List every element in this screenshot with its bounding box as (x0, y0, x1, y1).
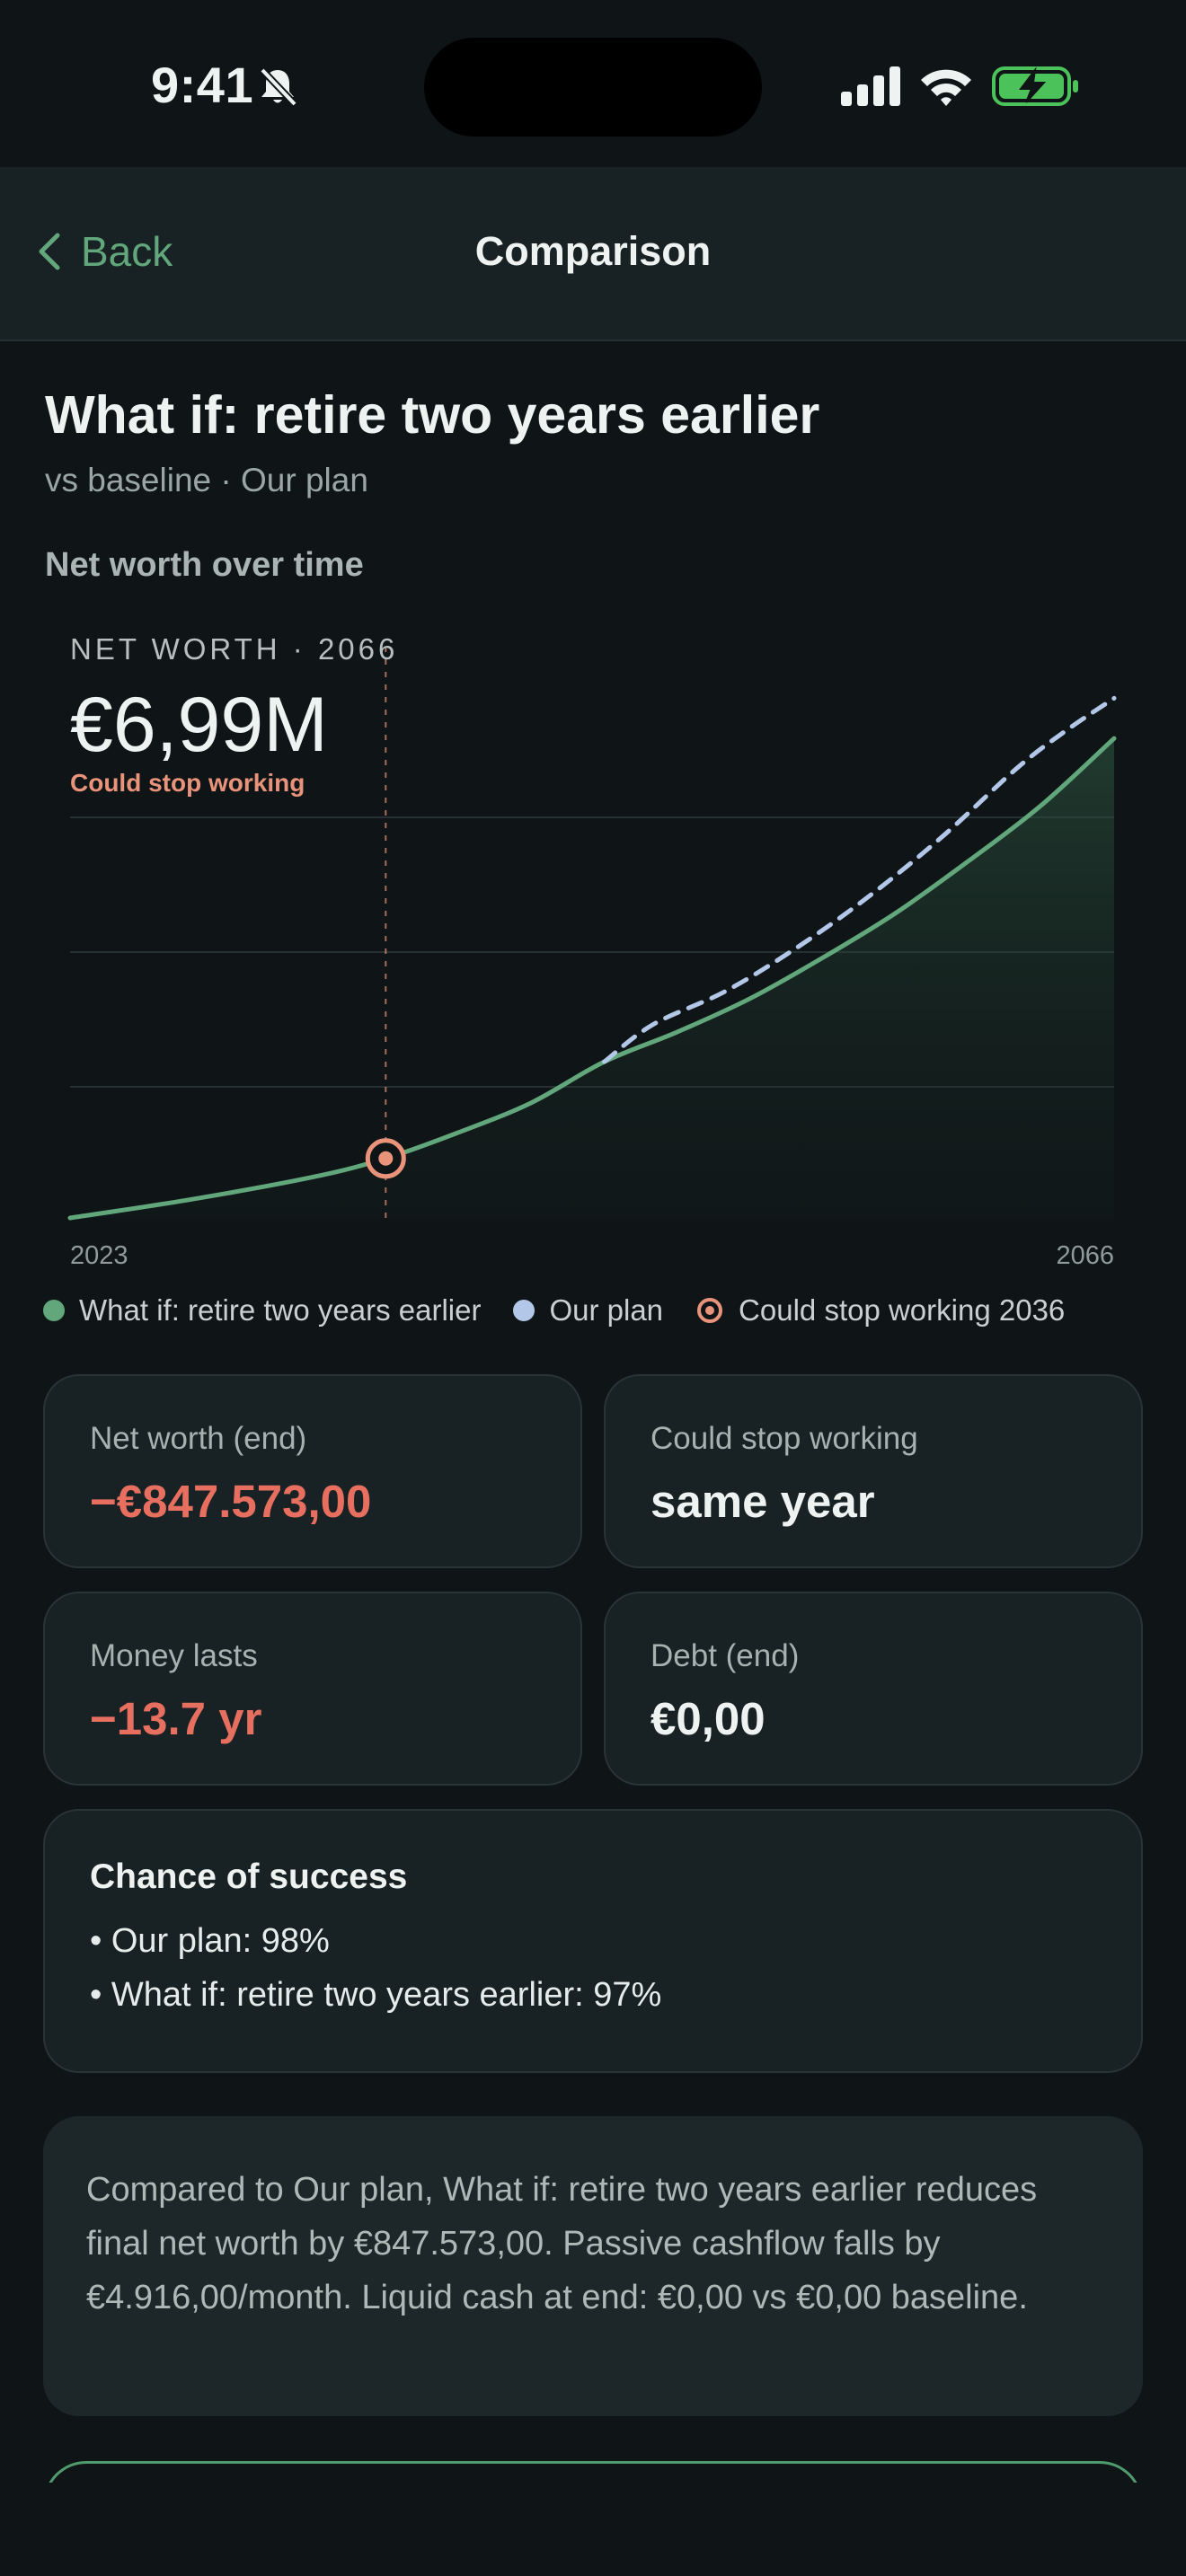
legend-label: Could stop working 2036 (739, 1293, 1066, 1327)
battery-charging-icon (992, 66, 1078, 106)
chart-legend: What if: retire two years earlier Our pl… (43, 1293, 1097, 1328)
card-label: Money lasts (90, 1638, 258, 1673)
chart-header-label: NET WORTH · 2066 (70, 632, 399, 666)
legend-item-our-plan: Our plan (513, 1293, 663, 1328)
back-button[interactable]: Back (36, 223, 173, 280)
net-worth-end-card: Net worth (end) −€847.573,00 (43, 1374, 582, 1568)
legend-dot (513, 1300, 535, 1321)
cellular-signal-icon (841, 66, 900, 106)
comparison-summary: Compared to Our plan, What if: retire tw… (43, 2116, 1143, 2416)
x-tick-label: 2066 (1056, 1241, 1114, 1270)
legend-dot (43, 1300, 65, 1321)
target-ring-icon (697, 1298, 723, 1323)
legend-label: Our plan (549, 1293, 664, 1327)
wifi-icon (921, 69, 971, 106)
card-label: Debt (end) (651, 1638, 800, 1673)
success-item: • What if: retire two years earlier: 97% (90, 1976, 662, 2014)
debt-end-card: Debt (end) €0,00 (604, 1592, 1143, 1786)
nav-title: Comparison (474, 228, 712, 274)
card-label: Net worth (end) (90, 1421, 307, 1456)
summary-text: Compared to Our plan, What if: retire tw… (86, 2171, 1038, 2316)
legend-item-what-if: What if: retire two years earlier (43, 1293, 481, 1328)
series-line-what-if (67, 736, 1117, 1221)
x-tick-label: 2023 (70, 1241, 128, 1270)
page-title: What if: retire two years earlier (45, 385, 820, 445)
status-time: 9:41 (151, 57, 254, 113)
card-value: same year (651, 1476, 875, 1527)
section-label: Net worth over time (45, 546, 364, 584)
chance-of-success-card: Chance of success • Our plan: 98% • What… (43, 1809, 1143, 2073)
legend-item-stop-working: Could stop working 2036 (695, 1293, 1065, 1328)
series-area (70, 738, 1114, 1218)
series-line-our-plan (602, 695, 1117, 1064)
legend-label: What if: retire two years earlier (79, 1293, 482, 1327)
stop-working-card: Could stop working same year (604, 1374, 1143, 1568)
card-value: −13.7 yr (90, 1693, 262, 1744)
back-label: Back (81, 228, 173, 275)
dynamic-island (424, 38, 762, 137)
success-title: Chance of success (90, 1857, 408, 1896)
chart-header-value: €6,99M (70, 682, 328, 768)
navigation-bar: Back Comparison (0, 167, 1186, 341)
success-item: • Our plan: 98% (90, 1922, 330, 1960)
money-lasts-card: Money lasts −13.7 yr (43, 1592, 582, 1786)
chevron-left-icon (39, 233, 60, 270)
page-subtitle: vs baseline · Our plan (45, 462, 368, 498)
card-value: €0,00 (651, 1693, 766, 1744)
stop-working-marker-dot (378, 1151, 394, 1166)
bottom-fade (0, 2483, 1186, 2576)
card-value: −€847.573,00 (90, 1476, 372, 1527)
chart-header-note: Could stop working (70, 769, 305, 797)
bell-slash-icon (260, 67, 297, 107)
net-worth-chart[interactable] (0, 611, 1186, 1275)
status-bar: 9:41 (0, 0, 1186, 167)
card-label: Could stop working (651, 1421, 918, 1456)
